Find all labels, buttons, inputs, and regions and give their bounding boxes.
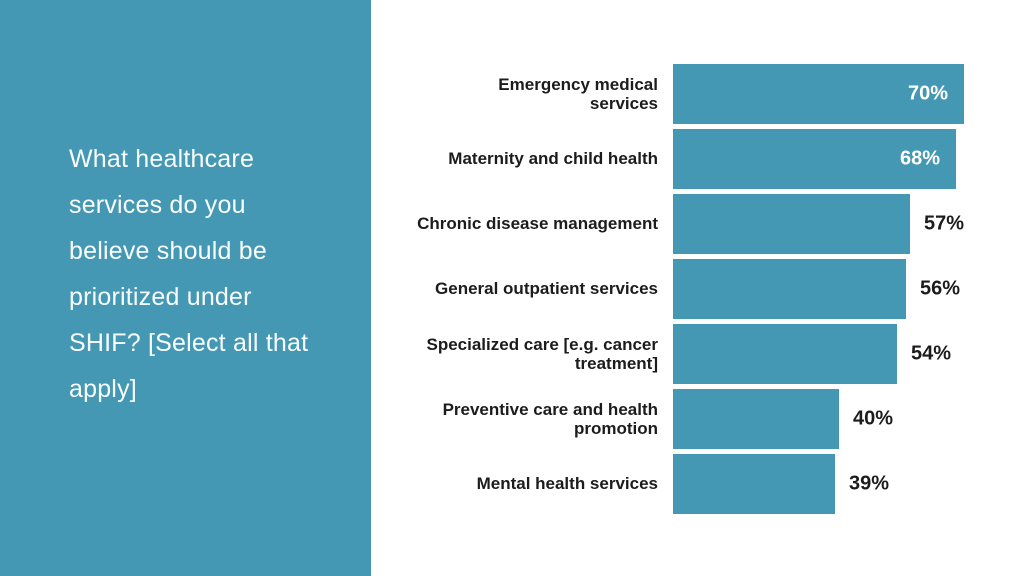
category-label-line: Preventive care and health	[442, 399, 658, 419]
bar	[673, 258, 906, 319]
bar	[673, 453, 835, 514]
category-label-line: General outpatient services	[435, 279, 658, 298]
value-label: 39%	[849, 472, 890, 494]
category-label-line: services	[589, 93, 658, 113]
value-label: 57%	[924, 212, 965, 234]
bar: 70%	[673, 63, 964, 124]
bar-row: Maternity and child health 68%	[393, 126, 1024, 191]
bar-row: Mental health services 39%	[393, 451, 1024, 516]
bar-track: 56%	[673, 258, 1024, 319]
question-line: apply]	[69, 375, 137, 403]
category-label: Maternity and child health	[393, 149, 673, 168]
question-panel: What healthcare services do you believe …	[0, 0, 371, 576]
bar	[673, 193, 910, 254]
category-label-line: treatment]	[574, 353, 658, 373]
question-text: What healthcare services do you believe …	[69, 136, 349, 412]
bar-track: 70%	[673, 63, 1024, 124]
bar-row: Preventive care and health promotion 40%	[393, 386, 1024, 451]
bar-row: General outpatient services 56%	[393, 256, 1024, 321]
category-label: Specialized care [e.g. cancer treatment]	[393, 335, 673, 373]
bar-track: 54%	[673, 323, 1024, 384]
bar	[673, 388, 839, 449]
bar-chart: Emergency medical services 70% Maternity an…	[393, 61, 1024, 516]
value-label: 70%	[907, 82, 948, 104]
category-label: Mental health services	[393, 474, 673, 493]
category-label-line: Specialized care [e.g. cancer	[426, 334, 658, 354]
category-label: General outpatient services	[393, 279, 673, 298]
bar-row: Emergency medical services 70%	[393, 61, 1024, 126]
category-label: Chronic disease management	[393, 214, 673, 233]
bar-row: Chronic disease management 57%	[393, 191, 1024, 256]
bar: 68%	[673, 128, 956, 189]
category-label: Preventive care and health promotion	[393, 400, 673, 438]
value-label: 40%	[853, 407, 894, 429]
question-line: services do you	[69, 191, 246, 219]
value-label: 54%	[911, 342, 952, 364]
question-line: SHIF? [Select all that	[69, 329, 309, 357]
bar-track: 40%	[673, 388, 1024, 449]
bar-row: Specialized care [e.g. cancer treatment] 5…	[393, 321, 1024, 386]
category-label: Emergency medical services	[393, 75, 673, 113]
value-label: 56%	[920, 277, 961, 299]
value-label: 68%	[899, 147, 940, 169]
question-line: prioritized under	[69, 283, 252, 311]
category-label-line: Chronic disease management	[417, 214, 658, 233]
bar	[673, 323, 897, 384]
bar-track: 39%	[673, 453, 1024, 514]
bar-track: 57%	[673, 193, 1024, 254]
question-line: What healthcare	[69, 145, 255, 173]
category-label-line: promotion	[573, 418, 658, 438]
category-label-line: Maternity and child health	[448, 149, 658, 168]
bar-track: 68%	[673, 128, 1024, 189]
category-label-line: Mental health services	[476, 474, 658, 493]
category-label-line: Emergency medical	[498, 74, 658, 94]
question-line: believe should be	[69, 237, 267, 265]
